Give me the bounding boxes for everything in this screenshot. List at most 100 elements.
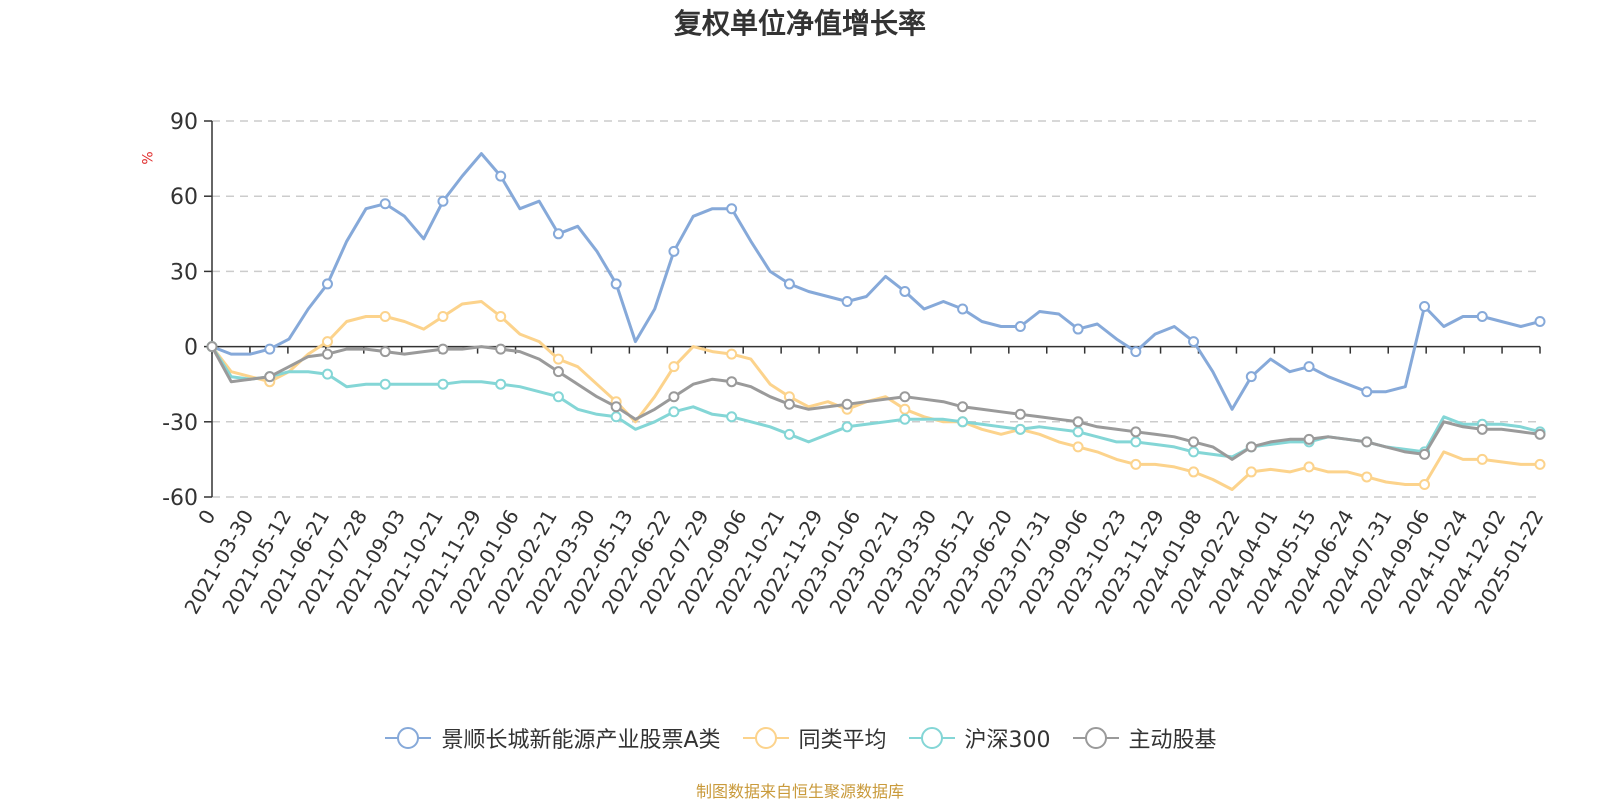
data-point [1419, 448, 1431, 460]
data-point [379, 378, 391, 390]
data-point [899, 285, 911, 297]
data-point [668, 361, 680, 373]
data-point [321, 278, 333, 290]
data-point [610, 411, 622, 423]
series-line-1 [210, 300, 1540, 491]
data-point [321, 348, 333, 360]
legend-marker-csi300 [908, 727, 955, 749]
data-point [1130, 346, 1142, 358]
data-point [1130, 458, 1142, 470]
data-point [437, 195, 449, 207]
data-point [1188, 436, 1200, 448]
data-point [1130, 436, 1142, 448]
data-point [1245, 441, 1257, 453]
data-point [1476, 453, 1488, 465]
data-point [1361, 471, 1373, 483]
data-point [957, 416, 969, 428]
data-point [379, 311, 391, 323]
data-point [957, 303, 969, 315]
data-point [495, 378, 507, 390]
legend-marker-active-equity [1072, 727, 1119, 749]
data-point [1014, 423, 1026, 435]
data-point [668, 406, 680, 418]
data-point [726, 376, 738, 388]
y-tick-label: 30 [170, 260, 198, 285]
data-point [552, 366, 564, 378]
data-point [668, 245, 680, 257]
data-point [1361, 436, 1373, 448]
data-point [899, 413, 911, 425]
legend-item-peer-average[interactable]: 同类平均 [741, 722, 887, 754]
chart-title: 复权单位净值增长率 [673, 7, 926, 40]
legend-marker-fund [385, 727, 432, 749]
data-point [1245, 466, 1257, 478]
data-point [783, 428, 795, 440]
data-point [610, 278, 622, 290]
data-point [1014, 321, 1026, 333]
data-point [552, 353, 564, 365]
data-point [552, 391, 564, 403]
data-point [1072, 323, 1084, 335]
data-point [841, 295, 853, 307]
data-point [1476, 311, 1488, 323]
data-point [264, 371, 276, 383]
data-point [899, 391, 911, 403]
x-tick-label: 0 [193, 506, 220, 529]
data-point [1014, 408, 1026, 420]
data-point [668, 391, 680, 403]
data-point [1361, 386, 1373, 398]
data-point [495, 343, 507, 355]
data-point [264, 343, 276, 355]
data-point [841, 398, 853, 410]
data-point [726, 203, 738, 215]
data-point [783, 398, 795, 410]
data-point [899, 403, 911, 415]
data-point [379, 198, 391, 210]
data-point [495, 311, 507, 323]
legend-item-active-equity[interactable]: 主动股基 [1071, 722, 1217, 754]
data-point [1303, 433, 1315, 445]
y-tick-label: -60 [162, 486, 198, 511]
y-tick-label: 0 [184, 336, 198, 361]
data-point [379, 346, 391, 358]
series-line-0 [211, 152, 1541, 411]
legend-label-fund: 景顺长城新能源产业股票A类 [441, 728, 721, 753]
data-point [1419, 300, 1431, 312]
data-point [1072, 441, 1084, 453]
data-point [495, 170, 507, 182]
data-point [1130, 426, 1142, 438]
data-point [610, 401, 622, 413]
data-point [1419, 478, 1431, 490]
legend-label-active-equity: 主动股基 [1128, 728, 1217, 753]
data-point [1303, 461, 1315, 473]
line-chart: 9060300-30-6002021-03-302021-05-122021-0… [162, 110, 1548, 618]
legend-marker-peer-average [742, 727, 789, 749]
data-point [1188, 336, 1200, 348]
legend-item-fund[interactable]: 景顺长城新能源产业股票A类 [383, 722, 721, 754]
data-point [1303, 361, 1315, 373]
series-line-3 [210, 345, 1541, 461]
data-point [1534, 428, 1546, 440]
data-point [437, 311, 449, 323]
data-point [726, 348, 738, 360]
data-point [437, 378, 449, 390]
data-point [321, 368, 333, 380]
legend-item-csi300[interactable]: 沪深300 [907, 722, 1051, 754]
data-point [206, 341, 218, 353]
legend: 景顺长城新能源产业股票A类 同类平均 沪深300 主动股基 [0, 722, 1600, 754]
data-point [841, 421, 853, 433]
data-point [552, 228, 564, 240]
data-point [1188, 466, 1200, 478]
data-point [1534, 316, 1546, 328]
y-tick-label: 60 [170, 185, 198, 210]
data-point [1245, 371, 1257, 383]
data-point [1072, 426, 1084, 438]
data-point [1188, 446, 1200, 458]
y-tick-label: 90 [170, 110, 198, 135]
legend-label-peer-average: 同类平均 [798, 728, 887, 753]
y-tick-label: -30 [162, 411, 198, 436]
data-point [437, 343, 449, 355]
data-point [1476, 423, 1488, 435]
data-point [957, 401, 969, 413]
legend-label-csi300: 沪深300 [964, 728, 1051, 753]
